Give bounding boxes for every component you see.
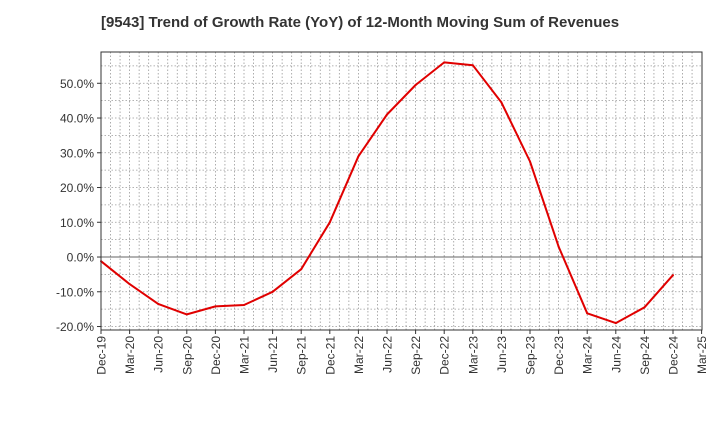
data-point — [529, 160, 531, 163]
x-tick-label: Mar-24 — [581, 336, 595, 374]
data-point — [157, 302, 160, 305]
data-point — [672, 274, 674, 277]
x-tick-label: Sep-21 — [295, 336, 309, 375]
data-point — [443, 61, 446, 64]
x-tick-label: Mar-22 — [352, 336, 366, 374]
x-tick-label: Dec-22 — [438, 336, 452, 375]
x-tick-label: Mar-20 — [123, 336, 137, 374]
x-tick-label: Dec-19 — [95, 336, 109, 375]
data-point — [271, 290, 274, 293]
data-point — [471, 64, 474, 67]
data-point — [357, 155, 360, 158]
data-point — [300, 268, 303, 271]
data-point — [643, 306, 646, 309]
y-tick-label: 0.0% — [67, 251, 95, 265]
data-point — [386, 113, 388, 116]
data-point — [328, 221, 331, 224]
data-point — [243, 304, 245, 306]
x-tick-label: Mar-21 — [238, 336, 252, 374]
x-tick-label: Dec-24 — [667, 336, 681, 375]
data-point — [214, 305, 217, 308]
x-tick-label: Sep-20 — [180, 336, 194, 375]
y-tick-label: 30.0% — [60, 146, 94, 160]
data-point — [586, 312, 589, 315]
data-point — [500, 101, 503, 104]
grid-lines — [101, 52, 702, 330]
chart-title: [9543] Trend of Growth Rate (YoY) of 12-… — [100, 14, 620, 31]
x-tick-label: Dec-21 — [323, 336, 337, 375]
y-tick-label: 40.0% — [60, 112, 94, 126]
x-tick-label: Dec-20 — [209, 336, 223, 375]
x-tick-label: Jun-20 — [152, 336, 166, 373]
x-tick-label: Jun-23 — [495, 336, 509, 373]
y-tick-label: -20.0% — [56, 320, 94, 334]
y-tick-label: 10.0% — [60, 216, 94, 230]
x-tick-label: Dec-23 — [552, 336, 566, 375]
x-tick-label: Sep-23 — [524, 336, 538, 375]
data-point — [185, 313, 188, 316]
x-tick-label: Jun-22 — [381, 336, 395, 373]
x-tick-labels: Dec-19 Mar-20 Jun-20 Sep-20 Dec-20 Mar-21 Jun-… — [95, 330, 709, 375]
y-tick-label: -10.0% — [56, 285, 94, 299]
x-tick-label: Mar-25 — [695, 336, 709, 374]
x-tick-label: Sep-22 — [409, 336, 423, 375]
data-point — [128, 283, 131, 286]
data-point — [414, 84, 417, 86]
data-point — [557, 245, 560, 248]
plot-area — [101, 52, 702, 330]
x-tick-label: Jun-24 — [609, 336, 623, 373]
x-tick-label: Sep-24 — [638, 336, 652, 375]
y-tick-label: 50.0% — [60, 77, 94, 91]
y-tick-label: 20.0% — [60, 181, 94, 195]
x-tick-label: Jun-21 — [266, 336, 280, 373]
plot-frame — [100, 51, 703, 331]
y-tick-labels: -20.0% -10.0% 0.0% 10.0% 20.0% 30.0% 40.0% 50.0… — [56, 77, 101, 334]
data-point — [614, 322, 617, 325]
x-tick-label: Mar-23 — [466, 336, 480, 374]
